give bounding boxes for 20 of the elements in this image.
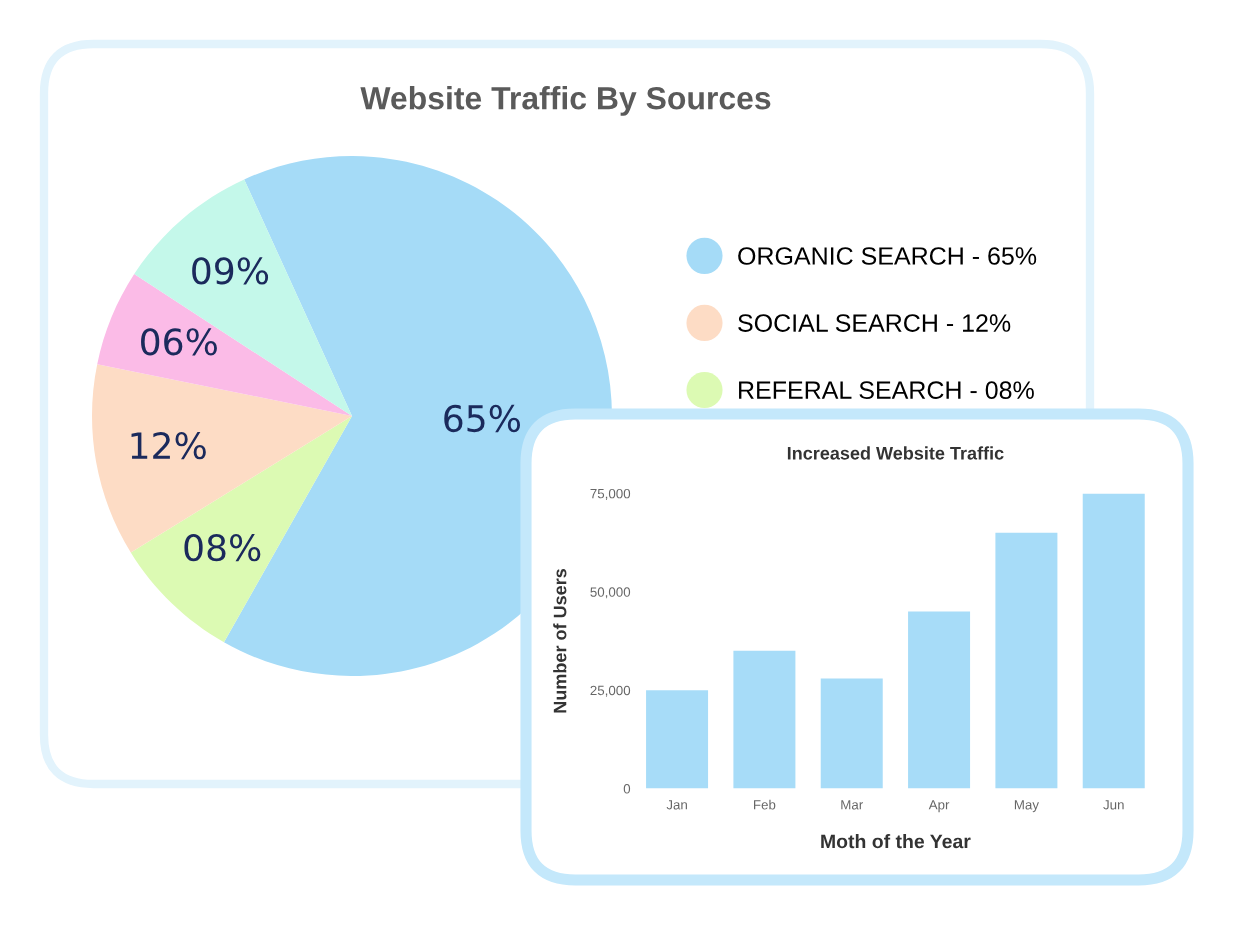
data-label: 09% — [192, 257, 269, 285]
data-label: 06% — [141, 328, 217, 356]
bar — [646, 690, 709, 789]
legend-label: ORGANIC SEARCH - 65% — [738, 247, 1037, 265]
legend-label: REFERAL SEARCH - 08% — [739, 381, 1034, 399]
pie-slice — [130, 416, 352, 643]
x-axis-title: Moth of the Year — [821, 834, 971, 849]
bar — [733, 650, 796, 789]
bar — [820, 678, 883, 789]
y-axis-title: Number of Users — [553, 569, 567, 713]
legend-label: SOCIAL SEARCH - 12% — [738, 314, 1011, 332]
pie-slice — [134, 179, 352, 416]
bar — [995, 532, 1058, 789]
chart-title: Website Traffic By Sources — [360, 86, 771, 116]
bar — [1082, 493, 1145, 789]
data-label: 08% — [184, 534, 261, 562]
data-label: 65% — [444, 404, 521, 433]
chart-title: Increased Website Traffic — [787, 446, 1004, 460]
data-label: 12% — [131, 431, 206, 460]
bar — [908, 611, 971, 789]
